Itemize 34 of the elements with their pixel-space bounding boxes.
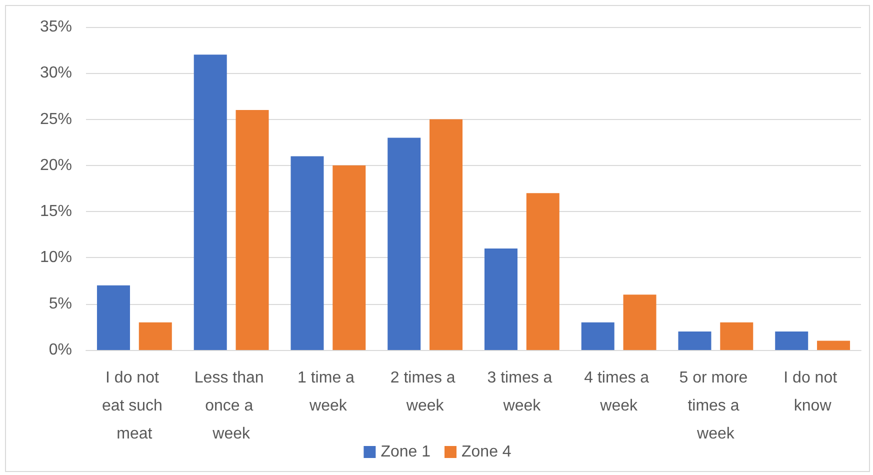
legend-label: Zone 1 (380, 444, 431, 460)
x-tick-label: 4 times a week (584, 370, 654, 414)
y-tick-label: 0% (48, 342, 72, 358)
bar (332, 165, 366, 350)
bar (430, 119, 463, 350)
x-tick-label: 3 times a week (487, 370, 557, 414)
bar (388, 138, 421, 350)
y-tick-label: 5% (48, 295, 72, 312)
bar (138, 322, 172, 350)
bar (526, 193, 560, 350)
legend-label: Zone 4 (462, 444, 512, 460)
bar (484, 248, 518, 350)
x-tick-label: Less than once a week (194, 370, 268, 442)
y-tick-label: 35% (40, 18, 72, 36)
y-tick-label: 20% (40, 156, 72, 174)
bar (290, 156, 324, 350)
x-tick-label: 2 times a week (390, 370, 460, 414)
y-tick-label: 25% (40, 110, 72, 128)
bar (720, 322, 754, 350)
y-tick-label: 10% (40, 249, 72, 266)
x-tick-label: I do not know (784, 370, 842, 414)
bar (678, 332, 712, 350)
x-tick-label: 5 or more times a week (679, 370, 752, 442)
bar (581, 322, 614, 350)
bar (817, 340, 850, 350)
x-tick-label: 1 time a week (298, 370, 359, 414)
y-tick-label: 15% (40, 203, 72, 220)
bar (775, 332, 808, 350)
x-tick-label: I do not eat such meat (102, 370, 167, 442)
bar (623, 294, 656, 350)
bar (96, 285, 130, 350)
y-tick-label: 30% (40, 64, 72, 82)
bar (236, 110, 269, 350)
bar (194, 54, 227, 350)
